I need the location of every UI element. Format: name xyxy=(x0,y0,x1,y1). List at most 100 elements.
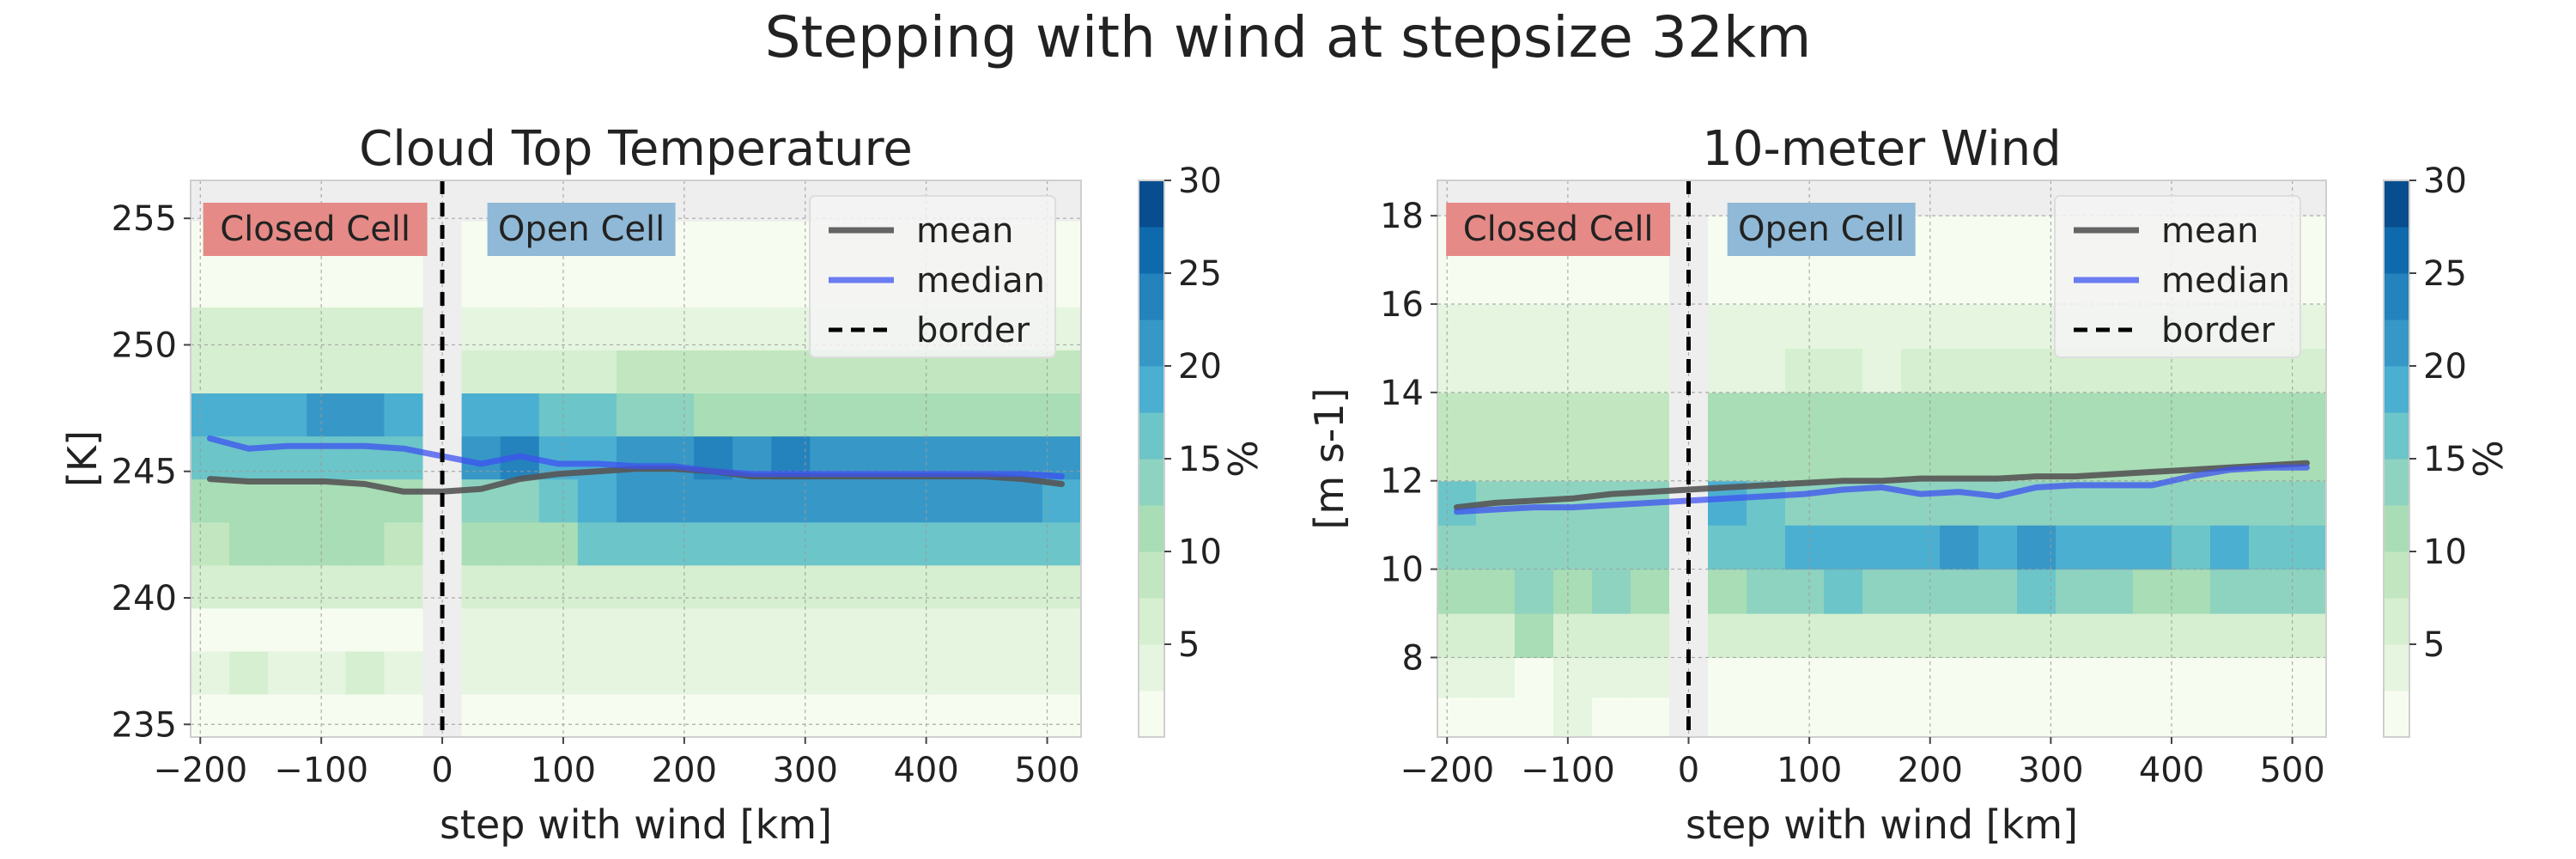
heatmap-cell xyxy=(191,564,230,609)
heatmap-cell xyxy=(500,564,540,609)
heatmap-cell xyxy=(1476,569,1516,614)
heatmap-cell xyxy=(268,393,307,437)
heatmap-cell xyxy=(1862,304,1902,350)
heatmap-cell xyxy=(1437,657,1477,698)
heatmap-cell xyxy=(538,693,579,738)
heatmap-cell xyxy=(694,393,733,437)
x-tick-label: 100 xyxy=(1777,751,1842,790)
heatmap-cell xyxy=(1042,436,1082,480)
heatmap-cell xyxy=(384,650,424,695)
heatmap-cell xyxy=(887,521,927,566)
heatmap-cell xyxy=(1940,657,1979,698)
colorbar-segment xyxy=(2384,644,2409,691)
x-tick-label: −100 xyxy=(274,751,368,790)
heatmap-cell xyxy=(1940,216,1979,261)
heatmap-cell xyxy=(694,180,733,222)
heatmap-cell xyxy=(2094,657,2134,698)
heatmap-cell xyxy=(771,650,811,695)
heatmap-cell xyxy=(229,478,269,523)
heatmap-cell xyxy=(655,307,695,350)
heatmap-cell xyxy=(268,478,307,523)
heatmap-cell xyxy=(1553,259,1593,305)
heatmap-cell xyxy=(2056,569,2095,614)
x-tick-label: −200 xyxy=(153,751,247,790)
heatmap-cell xyxy=(694,307,733,350)
heatmap-cell xyxy=(1708,304,1747,350)
heatmap-cell xyxy=(229,650,269,695)
heatmap-cell xyxy=(655,564,695,609)
heatmap-cell xyxy=(2287,392,2327,437)
heatmap-cell xyxy=(2287,480,2327,526)
colorbar-tick-label: 15 xyxy=(2423,440,2467,479)
heatmap-cell xyxy=(1978,348,2018,393)
heatmap-cell xyxy=(191,650,230,695)
heatmap-cell xyxy=(307,436,346,480)
colorbar-segment xyxy=(1139,273,1164,320)
heatmap-cell xyxy=(655,693,695,738)
heatmap-cell xyxy=(2133,569,2172,614)
heatmap-cell xyxy=(461,521,501,566)
heatmap-cell xyxy=(1592,436,1631,482)
heatmap-cell xyxy=(384,307,424,350)
heatmap-cell xyxy=(1003,650,1043,695)
heatmap-cell xyxy=(1631,348,1670,393)
heatmap-cell xyxy=(1553,697,1593,738)
open-cell-annotation: Open Cell xyxy=(1738,210,1905,249)
closed-cell-annotation: Closed Cell xyxy=(1463,210,1654,249)
heatmap-cell xyxy=(1003,607,1043,652)
heatmap-cell xyxy=(1785,613,1825,659)
heatmap-cell xyxy=(1515,569,1554,614)
heatmap-cell xyxy=(1978,304,2018,350)
heatmap-cell xyxy=(810,478,850,523)
axes-frame xyxy=(1437,180,2327,738)
heatmap-cell xyxy=(732,221,772,265)
heatmap-cell xyxy=(2287,613,2327,659)
heatmap-cell xyxy=(1940,348,1979,393)
heatmap-cell xyxy=(616,350,656,394)
heatmap-cell xyxy=(1631,259,1670,305)
heatmap-cell xyxy=(538,650,579,695)
heatmap-cell xyxy=(926,478,966,523)
colorbar-tick-label: 30 xyxy=(1178,161,1222,201)
heatmap-cell xyxy=(307,564,346,609)
heatmap-cell xyxy=(1747,304,1786,350)
y-tick-label: 8 xyxy=(1402,638,1424,678)
heatmap-cell xyxy=(1592,697,1631,738)
heatmap-cell xyxy=(577,693,617,738)
heatmap-cell xyxy=(2056,697,2095,738)
heatmap-cell xyxy=(2094,392,2134,437)
heatmap-cell xyxy=(2133,392,2172,437)
x-tick-label: 200 xyxy=(652,751,717,790)
heatmap-cell xyxy=(384,607,424,652)
heatmap-cell xyxy=(538,478,579,523)
series-line-median xyxy=(1454,464,2310,515)
heatmap-cell xyxy=(2287,525,2327,570)
heatmap-cell xyxy=(694,478,733,523)
heatmap-cell xyxy=(1042,564,1082,609)
heatmap-cell xyxy=(1553,657,1593,698)
colorbar-tick-label: 5 xyxy=(2423,625,2445,665)
heatmap-cell xyxy=(1631,657,1670,698)
heatmap-cell xyxy=(1592,613,1631,659)
heatmap-cell xyxy=(461,393,501,437)
heatmap-cell xyxy=(229,393,269,437)
heatmap-cell xyxy=(2017,613,2057,659)
heatmap-cell xyxy=(887,393,927,437)
heatmap-cell xyxy=(1553,525,1593,570)
heatmap-cell xyxy=(345,307,386,350)
x-tick-label: 400 xyxy=(2139,751,2204,790)
heatmap-cell xyxy=(964,693,1005,738)
heatmap-cell xyxy=(1553,304,1593,350)
heatmap-cell xyxy=(1824,392,1863,437)
heatmap-cell xyxy=(577,564,617,609)
heatmap-cell xyxy=(229,350,269,394)
heatmap-cell xyxy=(1003,393,1043,437)
y-tick-label: 18 xyxy=(1380,197,1424,236)
heatmap-cell xyxy=(345,693,386,738)
heatmap-cell xyxy=(229,693,269,738)
heatmap-cell xyxy=(384,478,424,523)
heatmap-cell xyxy=(307,478,346,523)
heatmap-cell xyxy=(268,650,307,695)
heatmap-cell xyxy=(810,521,850,566)
heatmap-cell xyxy=(538,393,579,437)
